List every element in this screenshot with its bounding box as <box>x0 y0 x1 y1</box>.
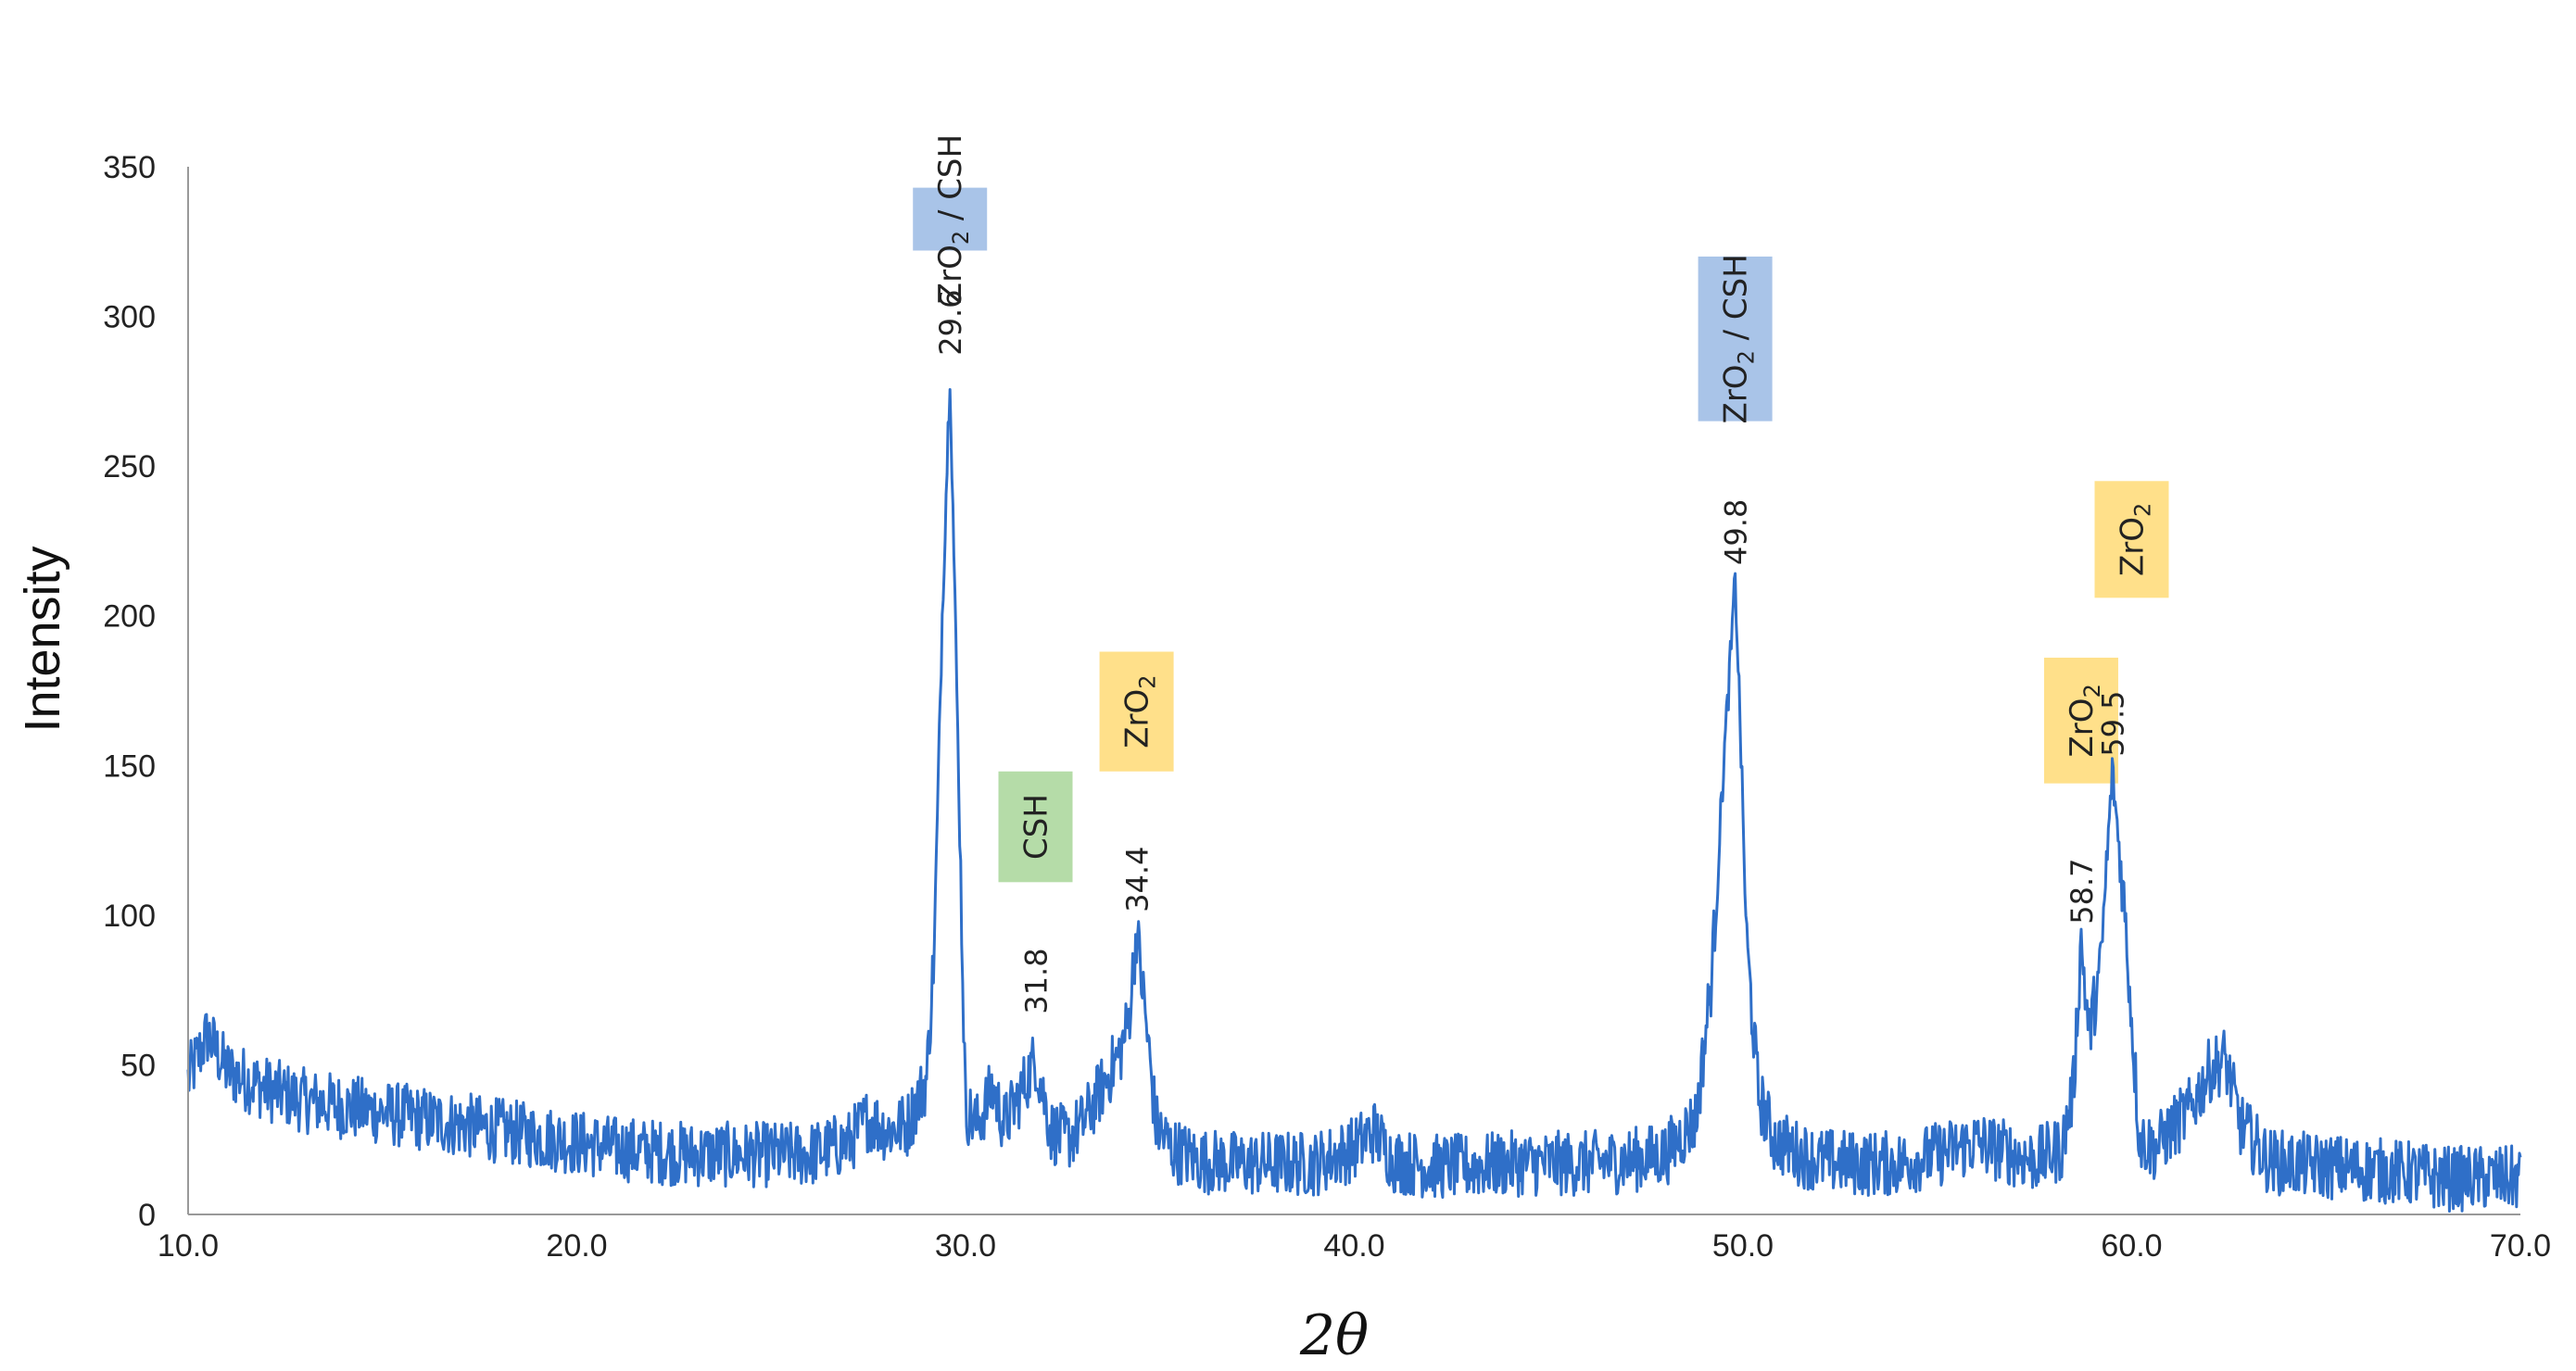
phase-annotation-label: ZrO2 <box>2064 684 2105 757</box>
peak-label: 59.5 <box>2096 690 2131 756</box>
phase-formula-subscript: 2 <box>2130 503 2156 517</box>
phase-formula-main: ZrO <box>1718 364 1755 423</box>
phase-annotation-box <box>1698 256 1773 421</box>
y-tick-label: 150 <box>103 748 156 784</box>
phase-formula-tail: / CSH <box>932 134 969 231</box>
x-tick-label: 40.0 <box>1323 1228 1384 1264</box>
y-tick-label: 100 <box>103 899 156 934</box>
phase-annotation-box <box>2094 481 2169 598</box>
phase-annotation-box <box>1099 651 1174 772</box>
phase-formula-main: ZrO <box>2115 517 2152 576</box>
phase-formula-subscript: 2 <box>1135 674 1161 688</box>
y-tick-labels: 0 50 100 150 200 250 300 350 <box>103 150 156 1233</box>
peak-label: 58.7 <box>2065 858 2100 924</box>
phase-formula-main: ZrO <box>2064 698 2101 757</box>
phase-formula-main: CSH <box>1018 794 1055 860</box>
y-tick-label: 0 <box>138 1198 156 1233</box>
peak-label: 49.8 <box>1719 499 1754 565</box>
phase-annotation-label: CSH <box>1018 794 1055 860</box>
y-tick-label: 250 <box>103 449 156 484</box>
peak-labels: 29.6 31.8 34.4 49.8 58.7 59.5 <box>933 289 2130 1013</box>
peak-label: 29.6 <box>933 289 968 355</box>
y-tick-label: 200 <box>103 599 156 635</box>
y-tick-label: 300 <box>103 300 156 335</box>
phase-formula-subscript: 2 <box>948 231 974 245</box>
phase-annotation-label: ZrO2 <box>2115 503 2156 576</box>
y-axis-title: Intensity <box>15 546 70 732</box>
phase-annotation-box <box>998 771 1073 883</box>
phase-formula-subscript: 2 <box>2079 684 2105 698</box>
phase-formula-main: ZrO <box>1119 689 1156 748</box>
phase-annotation-label: ZrO2 <box>1119 674 1161 748</box>
x-tick-label: 10.0 <box>158 1228 219 1264</box>
phase-annotation-box <box>2043 657 2118 784</box>
x-tick-label: 60.0 <box>2101 1228 2162 1264</box>
y-tick-label: 350 <box>103 150 156 185</box>
x-tick-label: 30.0 <box>935 1228 996 1264</box>
peak-label: 31.8 <box>1019 948 1054 1013</box>
phase-annotation-label: ZrO2 / CSH <box>1718 254 1760 423</box>
intensity-series-line <box>186 388 2522 1213</box>
peak-label: 34.4 <box>1120 847 1155 912</box>
y-tick-label: 50 <box>120 1048 156 1083</box>
x-axis-title: 2θ <box>1299 1303 1369 1368</box>
phase-formula-subscript: 2 <box>1734 350 1760 364</box>
phase-formula-main: ZrO <box>932 245 969 304</box>
x-tick-labels: 10.0 20.0 30.0 40.0 50.0 60.0 70.0 <box>158 1228 2551 1264</box>
x-tick-label: 20.0 <box>546 1228 607 1264</box>
phase-annotation-box <box>913 187 988 251</box>
x-tick-label: 70.0 <box>2490 1228 2551 1264</box>
phase-annotation-label: ZrO2 / CSH <box>932 134 974 304</box>
phase-formula-tail: / CSH <box>1718 254 1755 350</box>
x-tick-label: 50.0 <box>1712 1228 1774 1264</box>
axes <box>187 167 2520 1215</box>
